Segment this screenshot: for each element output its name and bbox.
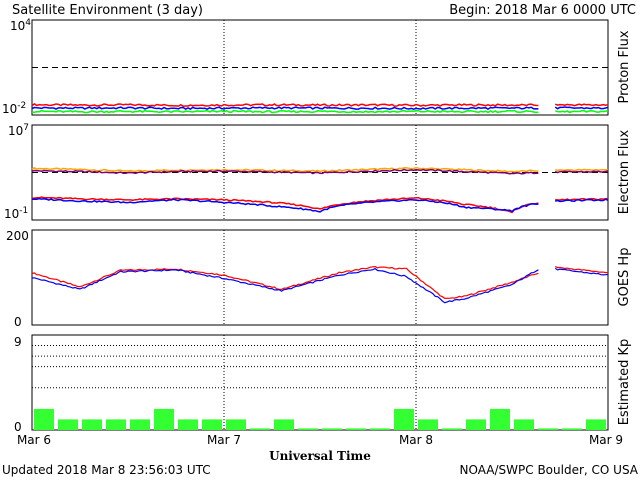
hp-series-red — [554, 266, 609, 274]
updated-timestamp: Updated 2018 Mar 8 23:56:03 UTC — [2, 463, 211, 477]
xtick-mar7: Mar 7 — [207, 433, 241, 447]
kp-bar — [130, 419, 150, 430]
proton-series-blue — [554, 106, 609, 110]
hp-series-blue — [31, 267, 539, 304]
electron-series-orange — [31, 166, 539, 173]
proton-series-green — [554, 109, 609, 114]
kp-bar — [202, 419, 222, 430]
xtick-mar9: Mar 9 — [589, 433, 623, 447]
kp-bar — [394, 408, 414, 430]
kp-bar — [442, 428, 462, 430]
kp-bar — [298, 428, 318, 430]
hp-series-red — [31, 265, 539, 300]
x-axis-label: Universal Time — [269, 449, 371, 463]
proton-series-red — [31, 102, 539, 107]
kp-ytick-top: 9 — [14, 335, 22, 349]
proton-ytick-top: 104 — [10, 18, 31, 33]
xtick-mar6: Mar 6 — [17, 433, 51, 447]
kp-bar — [178, 419, 198, 430]
kp-bar — [490, 408, 510, 430]
kp-bar — [346, 428, 366, 430]
kp-panel-label: Estimated Kp — [617, 339, 632, 426]
credit-text: NOAA/SWPC Boulder, CO USA — [460, 463, 639, 477]
proton-series-blue — [31, 106, 539, 111]
kp-bar — [226, 419, 246, 430]
kp-bar — [58, 419, 78, 430]
kp-bar — [250, 428, 270, 430]
electron-ytick-bottom: 10-1 — [4, 206, 28, 221]
kp-bar — [466, 419, 486, 430]
kp-panel-frame — [31, 334, 609, 431]
electron-ytick-top: 107 — [8, 123, 29, 138]
kp-bar — [322, 428, 342, 430]
kp-bar — [538, 428, 558, 430]
kp-bar — [82, 419, 102, 430]
hp-panel-frame — [31, 229, 609, 326]
proton-panel-frame — [31, 19, 609, 116]
kp-ytick-bottom: 0 — [14, 420, 22, 434]
kp-bar — [562, 428, 582, 430]
proton-ytick-bottom: 10-2 — [2, 101, 26, 116]
hp-ytick-bottom: 0 — [14, 315, 22, 329]
chart-title: Satellite Environment (3 day) — [12, 3, 203, 18]
kp-bar — [106, 419, 126, 430]
begin-label: Begin: 2018 Mar 6 0000 UTC — [449, 3, 636, 18]
proton-series-green — [32, 109, 539, 114]
electron-series-blue — [31, 197, 539, 213]
kp-bar — [586, 419, 606, 430]
kp-bar — [274, 419, 294, 430]
electron-panel-label: Electron Flux — [617, 129, 632, 214]
kp-bar — [34, 408, 54, 430]
hp-series-blue — [554, 267, 609, 276]
proton-series-red — [554, 103, 609, 107]
kp-bar — [370, 428, 390, 430]
electron-series-purple — [554, 170, 609, 174]
electron-series-blue — [555, 198, 609, 203]
electron-series-orange — [555, 168, 609, 172]
xtick-mar8: Mar 8 — [399, 433, 433, 447]
hp-ytick-top: 200 — [6, 229, 29, 243]
electron-series-red — [32, 196, 539, 214]
kp-bar — [154, 408, 174, 430]
electron-series-purple — [31, 168, 539, 175]
kp-bar — [514, 419, 534, 430]
kp-bar — [418, 419, 438, 430]
proton-panel-label: Proton Flux — [617, 30, 632, 103]
hp-panel-label: GOES Hp — [617, 248, 632, 307]
